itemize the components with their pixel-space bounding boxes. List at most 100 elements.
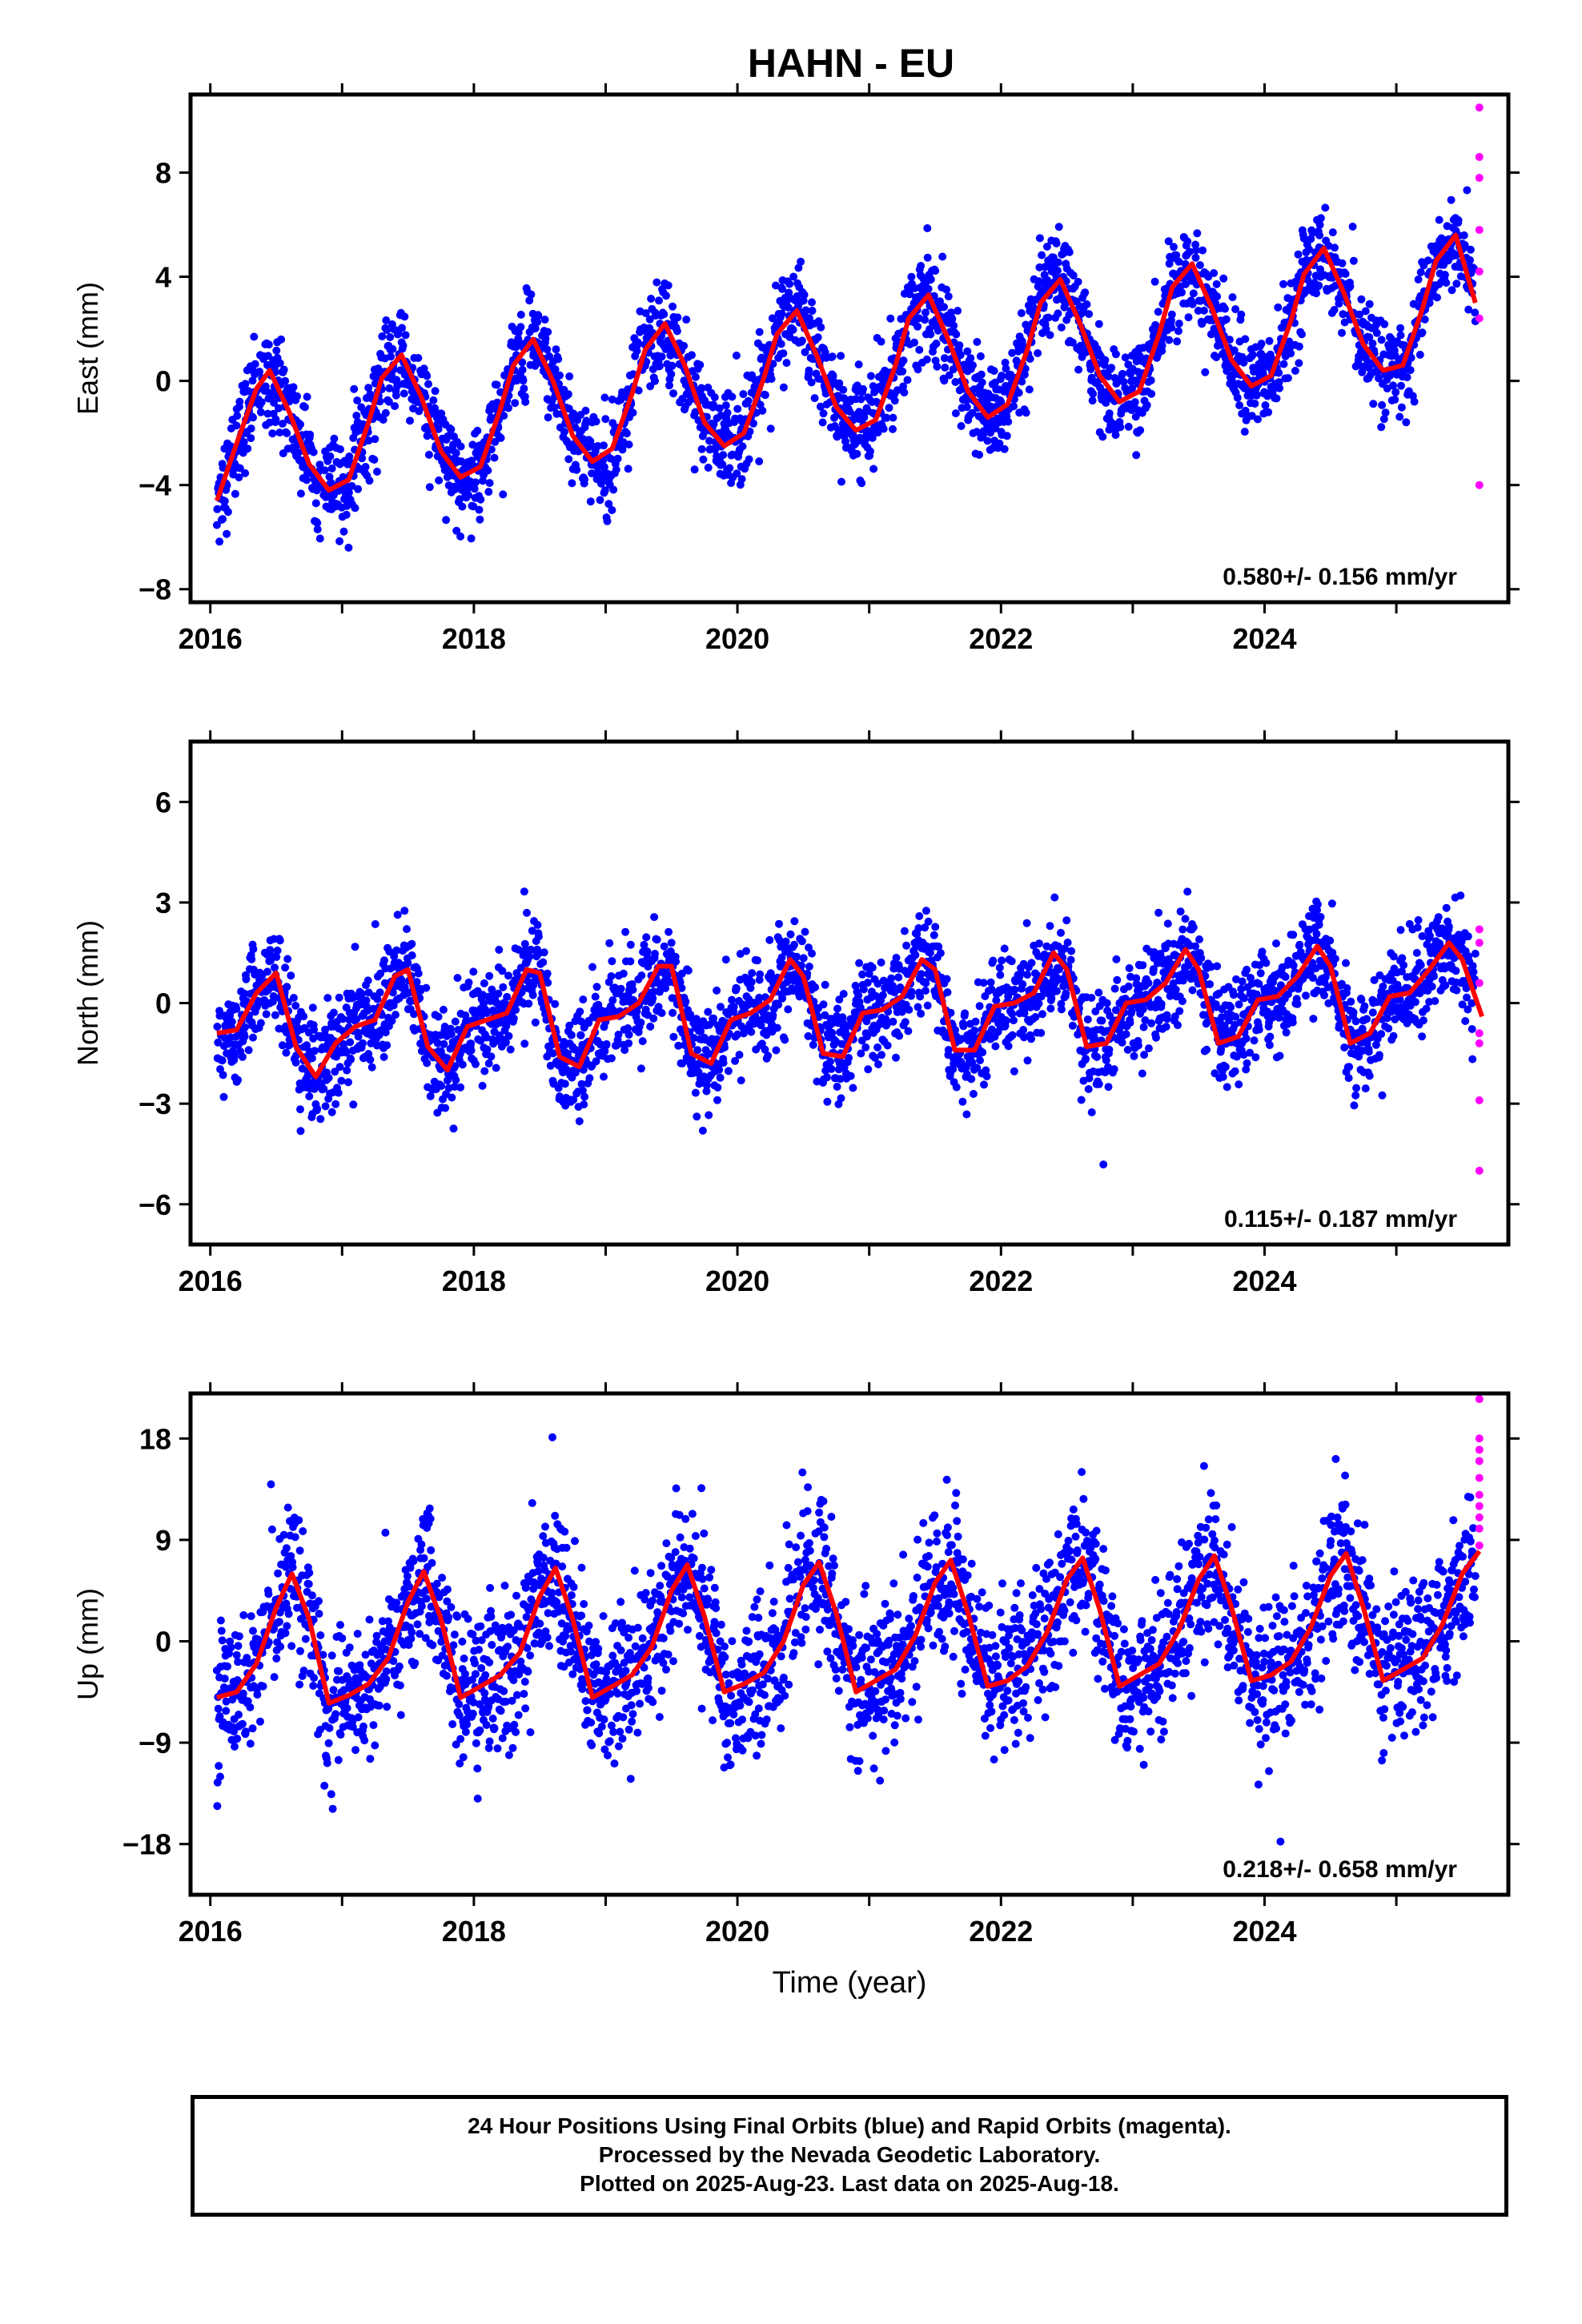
- final-orbit-point: [373, 995, 382, 1003]
- final-orbit-point: [1130, 398, 1139, 407]
- final-orbit-point: [306, 430, 315, 439]
- final-orbit-point: [564, 390, 572, 399]
- final-orbit-point: [381, 1028, 390, 1037]
- final-orbit-point: [219, 1092, 228, 1101]
- rapid-orbit-point: [1475, 226, 1484, 235]
- final-orbit-point: [383, 326, 391, 335]
- final-orbit-point: [849, 1084, 857, 1092]
- final-orbit-point: [846, 1072, 855, 1080]
- final-orbit-point: [1130, 1051, 1138, 1060]
- final-orbit-point: [249, 945, 258, 954]
- final-orbit-point: [841, 437, 849, 446]
- final-orbit-point: [380, 956, 388, 965]
- final-orbit-point: [643, 947, 652, 956]
- final-orbit-point: [950, 321, 958, 330]
- final-orbit-point: [1380, 320, 1389, 328]
- final-orbit-point: [456, 532, 465, 541]
- final-orbit-point: [696, 360, 705, 369]
- final-orbit-point: [273, 947, 282, 955]
- final-orbit-point: [651, 950, 659, 958]
- final-orbit-point: [785, 279, 794, 288]
- final-orbit-point: [1349, 256, 1358, 265]
- final-orbit-point: [853, 449, 861, 458]
- final-orbit-point: [892, 954, 901, 962]
- final-orbit-point: [799, 954, 808, 963]
- final-orbit-point: [592, 1057, 600, 1066]
- final-orbit-point: [262, 1010, 271, 1019]
- final-orbit-point: [1307, 235, 1315, 243]
- final-orbit-point: [790, 917, 799, 926]
- final-orbit-point: [626, 940, 635, 949]
- final-orbit-point: [525, 296, 534, 305]
- final-orbit-point: [966, 354, 975, 363]
- final-orbit-point: [940, 354, 949, 363]
- final-orbit-point: [1368, 339, 1377, 348]
- final-orbit-point: [342, 1048, 351, 1057]
- final-orbit-point: [680, 341, 689, 350]
- final-orbit-point: [1018, 377, 1026, 386]
- final-orbit-point: [655, 362, 664, 371]
- final-orbit-point: [501, 1038, 510, 1047]
- final-orbit-point: [893, 386, 901, 395]
- final-orbit-point: [520, 887, 528, 896]
- final-orbit-point: [476, 515, 484, 524]
- final-orbit-point: [1107, 364, 1116, 372]
- final-orbit-point: [713, 986, 721, 995]
- final-orbit-point: [710, 393, 719, 402]
- final-orbit-point: [440, 1039, 448, 1048]
- final-orbit-point: [1212, 279, 1221, 288]
- final-orbit-point: [400, 983, 409, 991]
- final-orbit-point: [828, 1028, 837, 1037]
- final-orbit-point: [719, 451, 728, 460]
- final-orbit-point: [408, 939, 416, 948]
- final-orbit-point: [1247, 412, 1256, 420]
- final-orbit-point: [1066, 955, 1075, 964]
- final-orbit-point: [291, 1001, 300, 1010]
- final-orbit-point: [511, 399, 520, 408]
- final-orbit-point: [721, 955, 730, 964]
- final-orbit-point: [408, 951, 416, 959]
- final-orbit-point: [797, 937, 806, 946]
- final-orbit-point: [592, 983, 601, 991]
- final-orbit-point: [528, 991, 537, 999]
- final-orbit-point: [715, 404, 724, 412]
- final-orbit-point: [354, 485, 363, 493]
- final-orbit-point: [392, 946, 401, 955]
- final-orbit-point: [492, 1063, 500, 1072]
- final-orbit-point: [1378, 400, 1387, 409]
- final-orbit-point: [520, 1039, 529, 1048]
- final-orbit-point: [1142, 400, 1151, 409]
- final-orbit-point: [877, 1051, 885, 1059]
- final-orbit-point: [1002, 364, 1010, 373]
- final-orbit-point: [401, 331, 410, 340]
- final-orbit-point: [817, 323, 825, 332]
- final-orbit-point: [777, 309, 786, 318]
- final-orbit-point: [540, 316, 549, 324]
- final-orbit-point: [1167, 310, 1176, 319]
- final-orbit-point: [857, 479, 866, 488]
- final-orbit-point: [1031, 1013, 1040, 1021]
- final-orbit-point: [366, 1055, 375, 1064]
- final-orbit-point: [311, 499, 320, 508]
- final-orbit-point: [212, 521, 221, 529]
- final-orbit-point: [278, 420, 287, 428]
- final-orbit-point: [592, 417, 600, 426]
- final-orbit-point: [1201, 368, 1210, 376]
- final-orbit-point: [1435, 215, 1443, 224]
- final-orbit-point: [622, 429, 631, 438]
- final-orbit-point: [1081, 288, 1090, 297]
- final-orbit-point: [1252, 391, 1261, 400]
- final-orbit-point: [1264, 408, 1273, 416]
- final-orbit-point: [669, 389, 677, 398]
- final-orbit-point: [577, 1080, 586, 1088]
- final-orbit-point: [456, 495, 464, 504]
- final-orbit-point: [1118, 1038, 1126, 1047]
- final-orbit-point: [866, 372, 875, 380]
- final-orbit-point: [628, 408, 637, 417]
- final-orbit-point: [412, 978, 421, 987]
- y-tick-label: 0: [155, 365, 171, 398]
- final-orbit-point: [541, 334, 550, 343]
- final-orbit-point: [279, 365, 288, 374]
- final-orbit-point: [1447, 195, 1456, 204]
- final-orbit-point: [1105, 409, 1114, 418]
